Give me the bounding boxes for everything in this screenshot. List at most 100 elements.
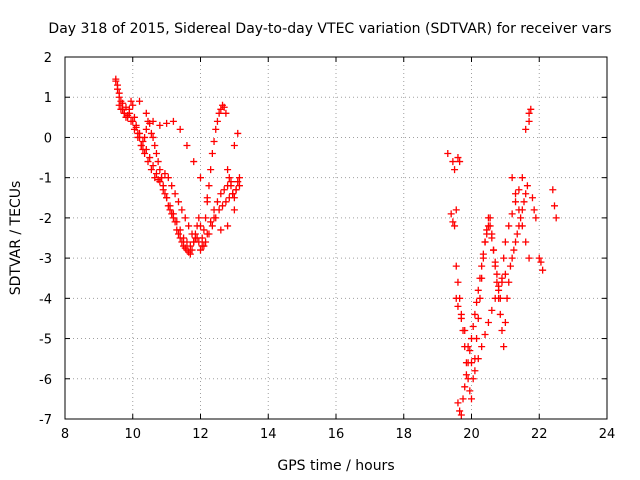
data-point [203,194,211,202]
data-point [139,137,147,145]
data-point [466,347,474,355]
data-point [225,174,233,182]
data-point [142,125,150,133]
data-point [486,222,494,230]
data-point [200,226,208,234]
data-point [457,314,465,322]
data-point [146,154,154,162]
data-point [444,150,452,158]
data-point [142,146,150,154]
data-point [115,93,123,101]
data-point [225,194,233,202]
data-point [212,125,220,133]
data-point [476,274,484,282]
data-point [491,258,499,266]
data-point [117,105,125,113]
data-point [515,186,523,194]
x-tick-label: 18 [395,427,412,442]
data-point [451,166,459,174]
data-point [522,190,530,198]
data-point [152,150,160,158]
data-point [503,294,511,302]
data-point [493,270,501,278]
data-point [488,234,496,242]
x-tick-label: 16 [328,427,345,442]
data-point [207,218,215,226]
y-tick-label: 2 [44,51,52,66]
data-point [213,198,221,206]
data-point [159,186,167,194]
data-point [500,343,508,351]
data-point [230,206,238,214]
data-point [501,318,509,326]
data-point [142,109,150,117]
data-point [220,103,228,111]
x-axis-title: GPS time / hours [277,458,394,474]
data-point [484,214,492,222]
data-point [134,133,142,141]
data-point [479,250,487,258]
data-point [491,294,499,302]
data-point [527,105,535,113]
data-point [471,367,479,375]
data-point [473,298,481,306]
data-point [158,174,166,182]
data-point [510,246,518,254]
data-point [186,242,194,250]
data-point [176,125,184,133]
data-point [505,278,513,286]
data-point [164,174,172,182]
data-point [508,174,516,182]
data-point [224,182,232,190]
data-point [222,198,230,206]
data-point [501,270,509,278]
data-point [180,234,188,242]
data-point [456,407,464,415]
data-point [469,375,477,383]
data-point [207,166,215,174]
data-point [215,109,223,117]
data-point [205,230,213,238]
data-point [459,395,467,403]
data-point [212,214,220,222]
data-point [513,230,521,238]
data-point [213,117,221,125]
data-point [525,109,533,117]
data-point [488,306,496,314]
data-point [523,182,531,190]
data-point [452,262,460,270]
data-point [208,222,216,230]
data-point [539,266,547,274]
data-point [222,109,230,117]
data-point [197,174,204,182]
data-point [229,190,237,198]
y-tick-label: -3 [39,252,52,267]
data-point [449,158,457,166]
data-point [171,190,179,198]
y-tick-label: -4 [39,292,52,307]
data-point [452,206,460,214]
y-tick-label: -5 [39,333,52,348]
data-point [461,327,469,335]
data-point [136,129,144,137]
data-point [462,371,470,379]
data-point [532,214,540,222]
data-point [512,190,520,198]
data-point [537,258,545,266]
data-point [202,214,210,222]
data-points [112,75,560,419]
data-point [215,206,223,214]
data-point [522,238,530,246]
data-point [481,331,489,339]
data-point [506,262,514,270]
data-point [512,198,520,206]
data-point [469,322,477,330]
data-point [217,190,225,198]
data-point [454,302,462,310]
x-tick-label: 24 [599,427,616,442]
data-point [230,141,238,149]
data-point [478,262,486,270]
data-point [449,218,457,226]
y-tick-label: -1 [39,172,52,187]
